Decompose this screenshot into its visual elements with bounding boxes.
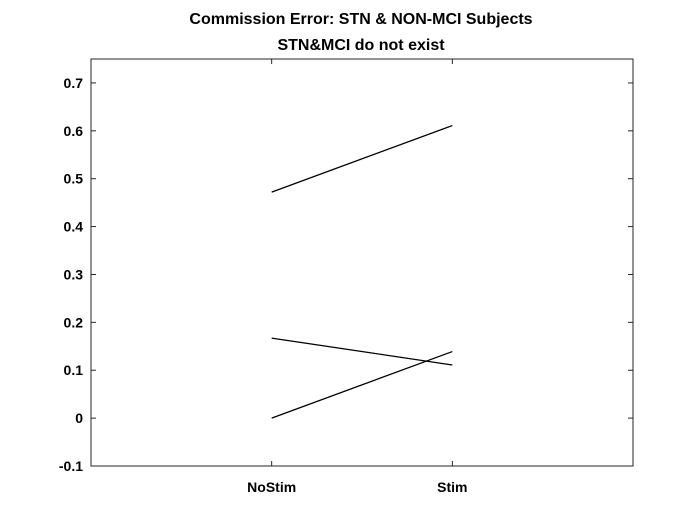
y-tick-label: 0.3 xyxy=(64,266,84,282)
x-tick-label: Stim xyxy=(437,479,467,495)
y-tick-label: -0.1 xyxy=(59,458,83,474)
axis-ticks: -0.1 0 0.1 0.2 0.3 0.4 0.5 0.6 0.7 NoStim Stim xyxy=(59,59,633,495)
x-tick-label: NoStim xyxy=(247,479,296,495)
y-tick-label: 0.2 xyxy=(64,314,84,330)
y-tick-label: 0.6 xyxy=(64,123,84,139)
y-tick-label: 0.4 xyxy=(64,219,84,235)
series-line-2 xyxy=(271,337,453,366)
y-tick-label: 0.5 xyxy=(64,171,84,187)
chart-title: Commission Error: STN & NON-MCI Subjects xyxy=(189,11,532,28)
series-line-1 xyxy=(271,124,453,193)
chart-subtitle: STN&MCI do not exist xyxy=(277,37,445,54)
series-layer xyxy=(271,124,453,419)
series-line-3 xyxy=(271,350,453,419)
y-tick-label: 0.7 xyxy=(64,75,84,91)
y-tick-label: 0.1 xyxy=(64,362,84,378)
y-tick-label: 0 xyxy=(75,410,83,426)
plot-area xyxy=(90,58,634,467)
